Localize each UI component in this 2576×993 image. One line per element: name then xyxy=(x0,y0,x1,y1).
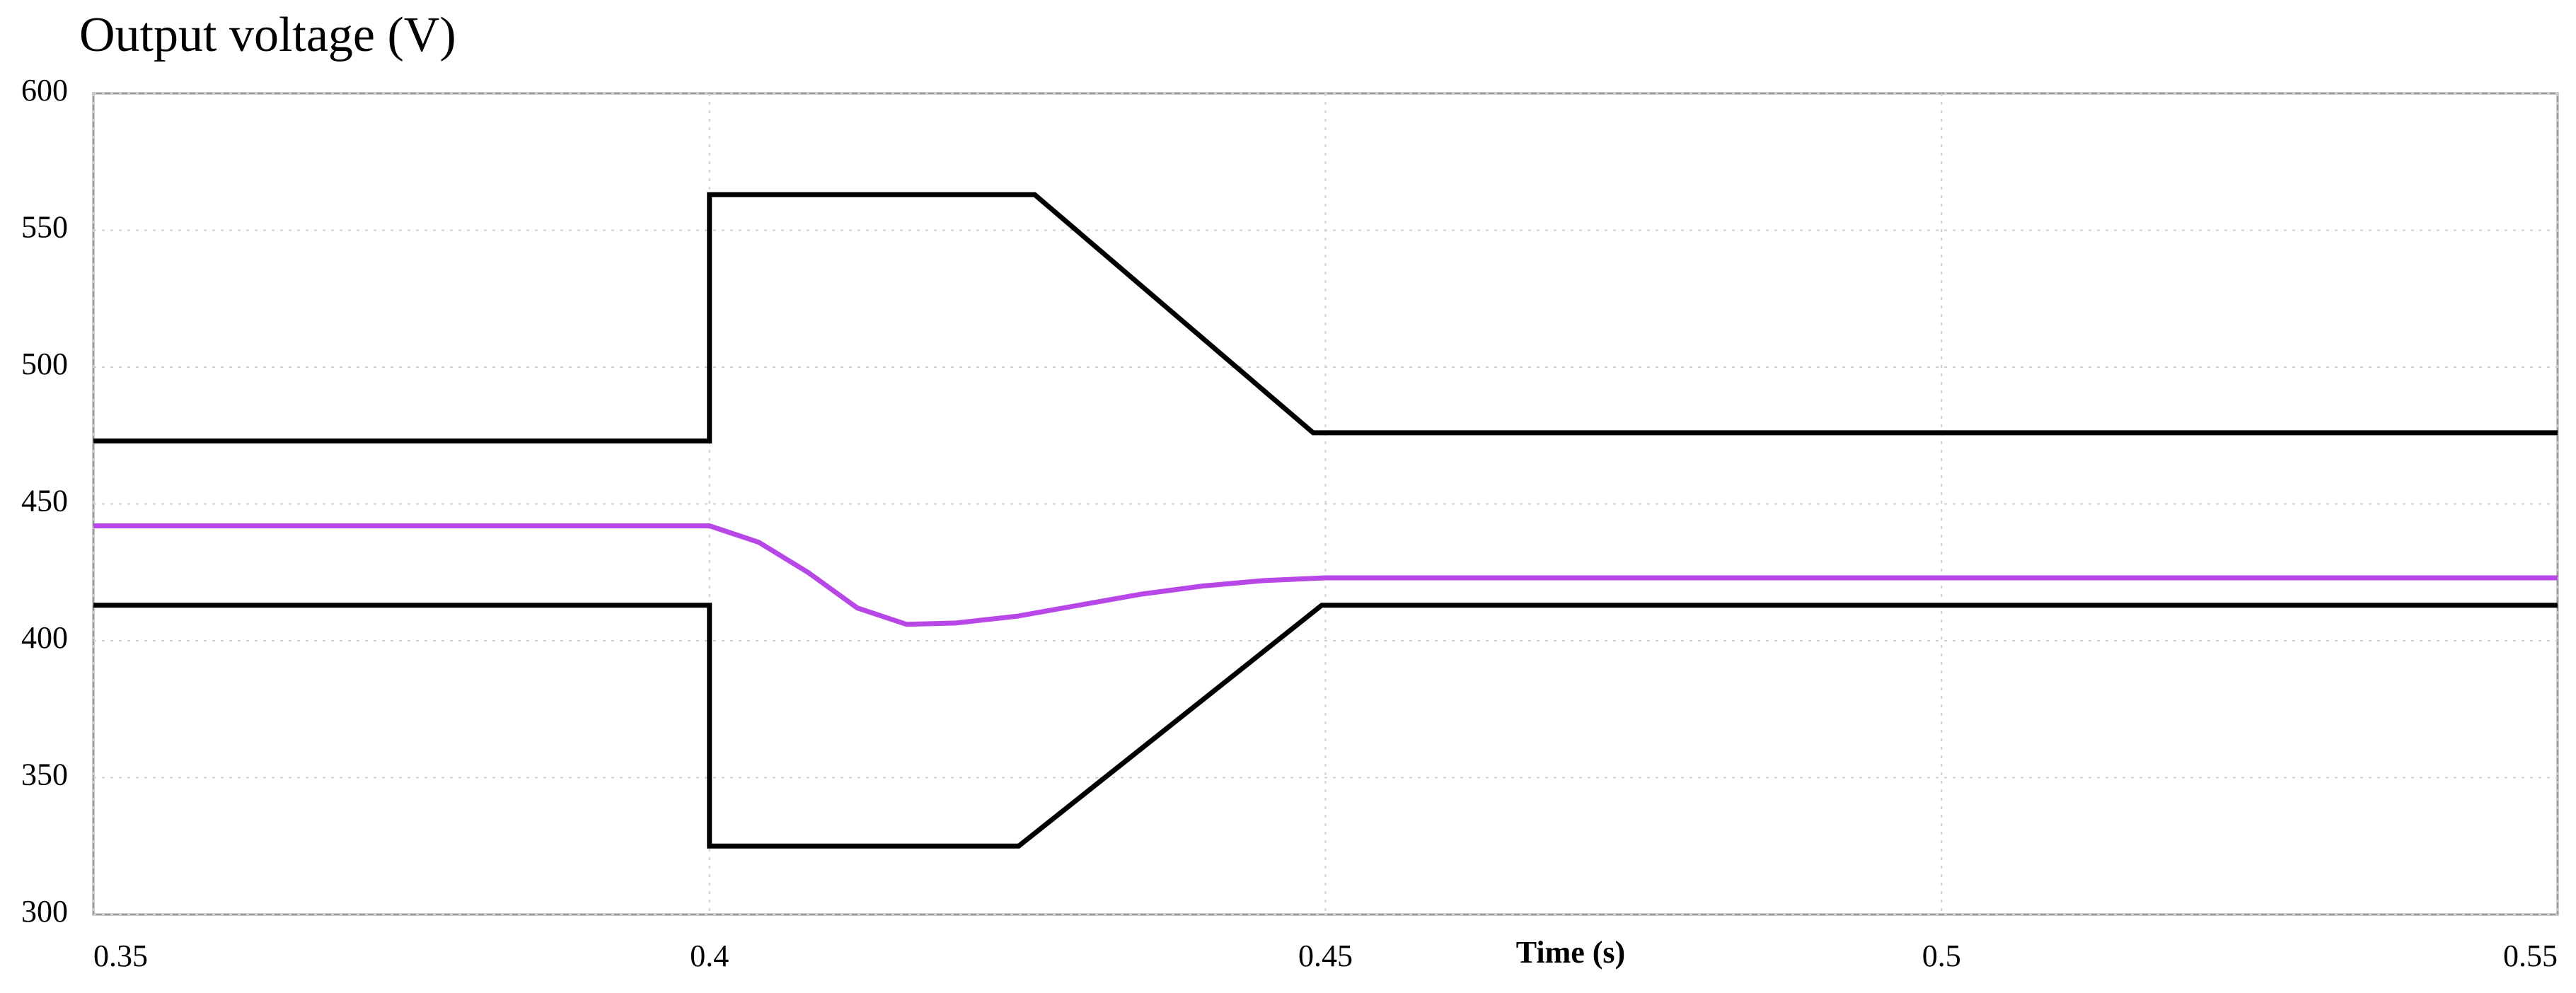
x-axis-label: Time (s) xyxy=(1516,935,1625,970)
y-tick-label: 350 xyxy=(21,757,68,792)
series-line xyxy=(93,523,2558,627)
y-tick-label: 450 xyxy=(21,484,68,518)
y-tick-label: 600 xyxy=(21,73,68,108)
series-line xyxy=(93,603,2558,849)
y-tick-label: 400 xyxy=(21,620,68,655)
series-line xyxy=(93,192,2558,443)
x-tick-label: 0.55 xyxy=(2503,939,2558,973)
y-tick-label: 550 xyxy=(21,210,68,245)
y-tick-label: 500 xyxy=(21,347,68,381)
x-tick-label: 0.5 xyxy=(1922,939,1961,973)
x-tick-label: 0.45 xyxy=(1298,939,1353,973)
y-tick-label: 300 xyxy=(21,894,68,929)
chart-title: Output voltage (V) xyxy=(79,8,456,62)
x-tick-label: 0.4 xyxy=(690,939,729,973)
x-tick-label: 0.35 xyxy=(93,939,148,973)
